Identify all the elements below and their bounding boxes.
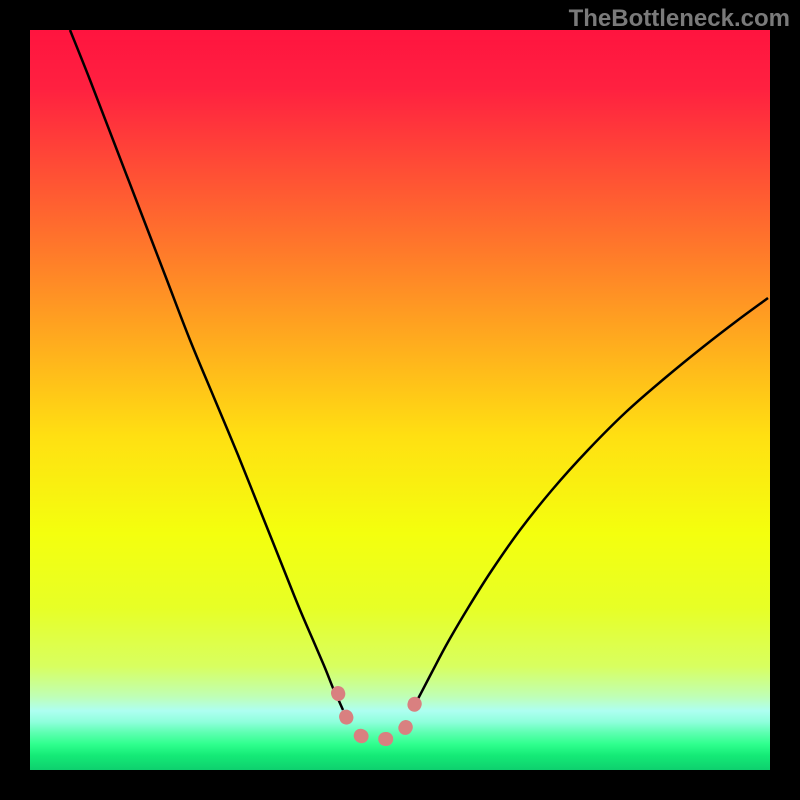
plot-background	[30, 30, 770, 770]
bottleneck-chart	[0, 0, 800, 800]
watermark-text: TheBottleneck.com	[569, 5, 790, 33]
